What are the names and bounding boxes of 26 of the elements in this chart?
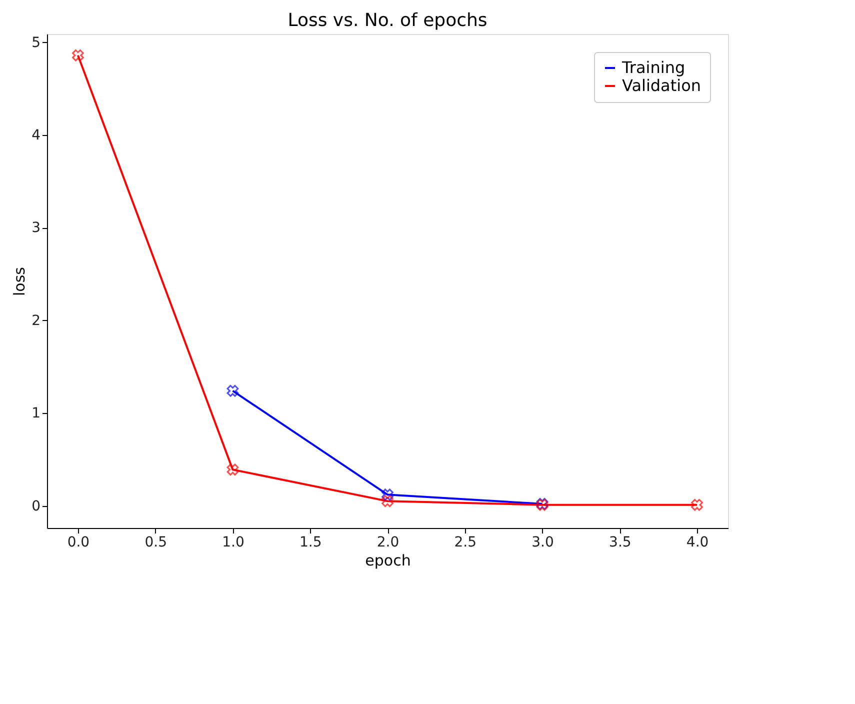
- x-tick-label: 3.0: [532, 534, 554, 550]
- x-tick-label: 2.5: [454, 534, 477, 550]
- point: [382, 488, 394, 501]
- y-tick-label: 4: [32, 128, 41, 144]
- x-tick-label: 1.5: [299, 534, 322, 550]
- x-tick-label: 1.0: [222, 534, 244, 550]
- point: [382, 495, 394, 508]
- x-tick-label: 2.0: [376, 534, 400, 550]
- point: [226, 384, 239, 397]
- point: [226, 464, 239, 476]
- y-tick-label: 2: [32, 312, 40, 329]
- point: [691, 498, 703, 511]
- y-tick-label: 1: [32, 406, 40, 422]
- point: [72, 49, 84, 62]
- x-tick-label: 3.5: [609, 534, 632, 550]
- chart-title: Loss vs. No. of epochs: [288, 10, 488, 31]
- x-tick-label: 0.0: [67, 534, 90, 550]
- x-tick-label: 0.5: [144, 534, 167, 550]
- legend-label: Validation: [622, 76, 702, 95]
- x-tick-label: 4.0: [686, 534, 709, 550]
- y-tick-label: 5: [32, 34, 40, 51]
- x-axis-title: epoch: [365, 552, 411, 570]
- y-tick-label: 3: [32, 220, 40, 236]
- y-tick-label: 0: [32, 498, 40, 514]
- y-axis-title: loss: [10, 266, 29, 296]
- legend-label: Training: [621, 58, 686, 77]
